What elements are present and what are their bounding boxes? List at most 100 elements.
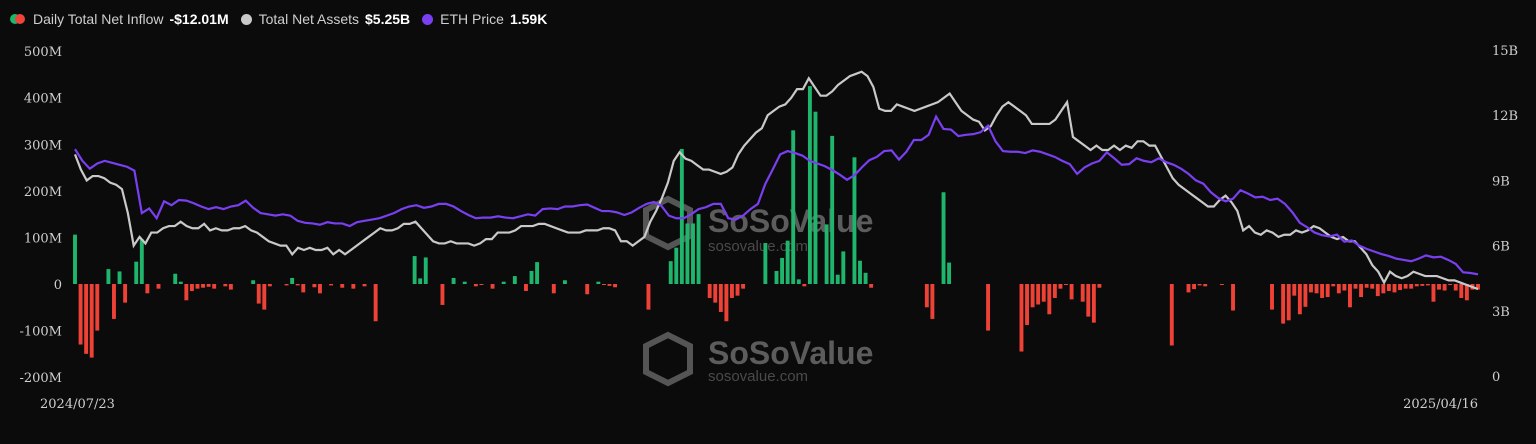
inflow-bar [1448, 284, 1453, 285]
inflow-bar [95, 284, 100, 331]
watermark-url-top: sosovalue.com [708, 238, 808, 255]
inflow-bar [1331, 284, 1336, 287]
left-tick-label: 200M [24, 185, 62, 200]
inflow-bar [596, 281, 601, 284]
legend-item-inflow[interactable]: Daily Total Net Inflow -$12.01M [10, 11, 229, 27]
inflow-bar [1186, 284, 1191, 293]
legend-item-eth-price[interactable]: ETH Price 1.59K [422, 11, 547, 27]
inflow-bar [295, 284, 300, 286]
inflow-bar [1464, 284, 1469, 301]
watermark-brand-bottom: SoSoValue [708, 335, 873, 371]
inflow-bar [1476, 284, 1480, 290]
inflow-bar [802, 284, 807, 287]
inflow-bar [730, 284, 734, 298]
inflow-bar [947, 262, 952, 284]
inflow-bar [262, 284, 267, 310]
watermark-url-bottom: sosovalue.com [708, 368, 808, 385]
inflow-bar [835, 274, 840, 284]
eth-price-line [74, 114, 1479, 276]
inflow-bar [1409, 284, 1414, 289]
inflow-bar [1320, 284, 1325, 298]
legend-assets-label: Total Net Assets [258, 11, 360, 27]
inflow-bar [562, 280, 567, 284]
inflow-bar [679, 148, 684, 284]
inflow-bar [178, 281, 183, 284]
inflow-bar [134, 261, 139, 284]
legend-assets-value: $5.25B [365, 11, 411, 27]
inflow-bar [713, 284, 718, 303]
inflow-bar [473, 284, 478, 287]
inflow-bar [89, 284, 94, 358]
inflow-bar [585, 284, 590, 295]
inflow-bar [423, 257, 428, 284]
inflow-bar [791, 130, 796, 284]
inflow-legend-icon [10, 13, 25, 25]
inflow-bar [267, 284, 272, 287]
inflow-bar [813, 111, 818, 284]
left-axis: 500M 400M 300M 200M 100M 0 -100M -200M [19, 45, 62, 386]
inflow-bar [707, 284, 712, 298]
inflow-bar [1203, 284, 1208, 287]
inflow-bar [1064, 284, 1068, 285]
inflow-bar [1359, 284, 1364, 298]
inflow-bar [1030, 284, 1035, 308]
inflow-bar [212, 284, 217, 289]
inflow-bar [763, 243, 768, 284]
inflow-bar [852, 157, 857, 284]
inflow-bar [256, 284, 261, 304]
right-tick-label: 12B [1492, 109, 1518, 124]
inflow-bar [930, 284, 935, 319]
inflow-bar [462, 281, 467, 284]
inflow-bar [373, 284, 378, 322]
right-axis: 15B 12B 9B 6B 3B 0 [1492, 44, 1518, 385]
inflow-bar [1425, 284, 1430, 286]
inflow-bar [924, 284, 929, 308]
inflow-bar [290, 277, 295, 284]
left-tick-label: 400M [24, 92, 62, 107]
inflow-bar [1314, 284, 1319, 294]
sosovalue-logo-icon [643, 331, 693, 387]
legend-item-net-assets[interactable]: Total Net Assets $5.25B [240, 11, 411, 27]
legend-inflow-value: -$12.01M [169, 11, 229, 27]
inflow-bar [84, 284, 89, 354]
left-tick-label: 500M [24, 45, 62, 60]
watermarks: SoSoValue sosovalue.com SoSoValue sosova… [643, 195, 873, 387]
inflow-bar [145, 284, 150, 294]
inflow-bar [1091, 284, 1096, 323]
inflow-bar [941, 192, 946, 284]
inflow-bar [1392, 284, 1397, 293]
inflow-bar [189, 284, 194, 291]
legend-inflow-label: Daily Total Net Inflow [33, 11, 164, 27]
inflow-bar [607, 284, 612, 286]
inflow-bar [869, 284, 874, 288]
inflow-bar [1047, 284, 1052, 315]
inflow-bar [830, 135, 835, 284]
inflow-bar [1420, 284, 1425, 286]
inflow-bar [184, 284, 189, 301]
inflow-bar [986, 284, 991, 331]
inflow-bar [1270, 284, 1274, 310]
inflow-bar [412, 256, 417, 284]
inflow-bar [1052, 284, 1057, 298]
inflow-bar [824, 224, 829, 284]
inflow-bar [668, 261, 673, 284]
inflow-bar [1364, 284, 1369, 288]
watermark-brand-top: SoSoValue [708, 203, 873, 239]
inflow-bar [1325, 284, 1330, 298]
inflow-bar [1036, 284, 1041, 305]
inflow-bar [1219, 284, 1224, 285]
inflow-bar [73, 234, 77, 284]
inflow-bar [1041, 284, 1046, 302]
inflow-bar [1398, 284, 1403, 291]
inflow-bar [1437, 284, 1441, 290]
inflow-bar [1025, 284, 1029, 325]
inflow-bar [863, 272, 868, 284]
inflow-bar [1303, 284, 1308, 307]
legend: Daily Total Net Inflow -$12.01M Total Ne… [10, 8, 559, 30]
eth-price-legend-icon [422, 13, 434, 25]
inflow-bar [351, 284, 356, 289]
left-tick-label: -200M [19, 371, 62, 386]
inflow-bar [139, 239, 144, 284]
inflow-bar [535, 262, 540, 284]
